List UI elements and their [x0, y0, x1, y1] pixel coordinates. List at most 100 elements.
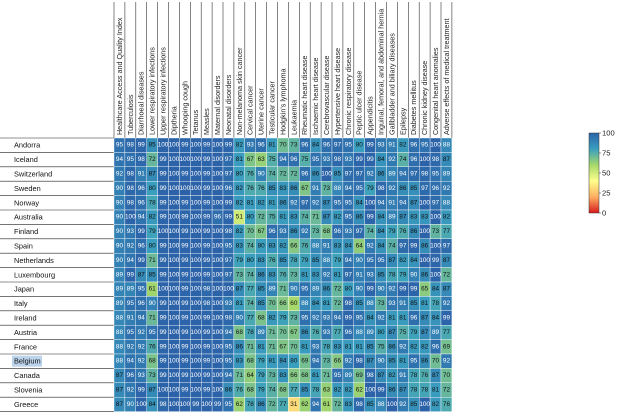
column-label-peptic-ulcer-disease: Peptic ulcer disease	[355, 71, 364, 135]
cell-value-label: 86	[312, 171, 320, 178]
cell-value-label: 87	[149, 171, 157, 178]
cell-value-label: 86	[356, 214, 364, 221]
cell-value-label: 100	[419, 257, 430, 264]
cell-value-label: 100	[190, 358, 201, 365]
cell-value-label: 100	[212, 315, 223, 322]
cell-value-label: 96	[410, 156, 418, 163]
cell-value-label: 94	[127, 358, 135, 365]
cell-value-label: 89	[345, 372, 353, 379]
cell-value-label: 74	[399, 156, 407, 163]
cell-value-label: 81	[399, 315, 407, 322]
cell-value-label: 91	[388, 142, 396, 149]
heatmap-cell	[440, 397, 453, 412]
cell-value-label: 98	[345, 300, 353, 307]
cell-value-label: 83	[290, 214, 298, 221]
cell-value-label: 97	[225, 257, 233, 264]
cell-value-label: 100	[136, 401, 147, 408]
cell-value-label: 81	[334, 271, 342, 278]
cell-value-label: 84	[345, 243, 353, 250]
cell-value-label: 81	[279, 214, 287, 221]
cell-value-label: 85	[334, 171, 342, 178]
cell-value-label: 89	[116, 300, 124, 307]
cell-value-label: 98	[127, 142, 135, 149]
cell-value-label: 65	[421, 286, 429, 293]
cell-value-label: 94	[377, 199, 385, 206]
heatmap-cells: 95 98 99 85 100 100 99 100 99 100 99 82 93 96 81 70 73 96…	[113, 137, 453, 412]
cell-value-label: 90	[377, 286, 385, 293]
cell-value-label: 100	[190, 199, 201, 206]
cell-value-label: 95	[225, 358, 233, 365]
cell-value-label: 51	[236, 214, 244, 221]
cell-value-label: 63	[323, 387, 331, 394]
cell-value-label: 73	[290, 271, 298, 278]
cell-value-label: 72	[149, 156, 157, 163]
cell-value-label: 100	[125, 214, 136, 221]
cell-value-label: 89	[268, 286, 276, 293]
cell-value-label: 99	[181, 387, 189, 394]
cell-value-label: 92	[312, 315, 320, 322]
cell-value-label: 97	[356, 228, 364, 235]
cell-value-label: 100	[419, 228, 430, 235]
cell-value-label: 80	[258, 243, 266, 250]
cell-value-label: 93	[225, 300, 233, 307]
cell-value-label: 100	[180, 156, 191, 163]
cell-value-label: 91	[399, 300, 407, 307]
cell-value-label: 76	[247, 171, 255, 178]
column-label-hypertensive-heart-disease: Hypertensive heart disease	[333, 48, 342, 135]
cell-value-label: 90	[236, 315, 244, 322]
cell-value-label: 92	[388, 185, 396, 192]
cell-value-label: 98	[367, 372, 375, 379]
cell-value-label: 74	[268, 387, 276, 394]
cell-value-label: 99	[377, 387, 385, 394]
cell-value-label: 99	[203, 142, 211, 149]
cell-value-label: 99	[203, 372, 211, 379]
colorbar-tick-label: 75	[602, 149, 610, 158]
cell-value-label: 81	[399, 358, 407, 365]
cell-value-label: 99	[138, 387, 146, 394]
column-label-maternal-disorders: Maternal disorders	[213, 75, 222, 135]
cell-value-label: 87	[116, 387, 124, 394]
cell-value-label: 83	[334, 343, 342, 350]
cell-value-label: 99	[159, 214, 167, 221]
cell-value-label: 100	[190, 271, 201, 278]
cell-value-label: 90	[116, 199, 124, 206]
cell-value-label: 95	[149, 329, 157, 336]
cell-value-label: 96	[138, 199, 146, 206]
cell-value-label: 100	[169, 343, 180, 350]
cell-value-label: 90	[127, 401, 135, 408]
column-label-uterine-cancer: Uterine cancer	[257, 88, 266, 135]
cell-value-label: 97	[410, 171, 418, 178]
cell-value-label: 99	[345, 315, 353, 322]
cell-value-label: 95	[116, 142, 124, 149]
cell-value-label: 100	[212, 372, 223, 379]
cell-value-label: 69	[443, 343, 451, 350]
cell-value-label: 78	[247, 329, 255, 336]
row-label-switzerland: Switzerland	[14, 170, 52, 179]
cell-value-label: 92	[443, 300, 451, 307]
cell-value-label: 68	[247, 358, 255, 365]
cell-value-label: 84	[377, 243, 385, 250]
cell-value-label: 88	[116, 329, 124, 336]
cell-value-label: 100	[190, 286, 201, 293]
cell-value-label: 85	[312, 257, 320, 264]
cell-value-label: 98	[127, 199, 135, 206]
cell-value-label: 99	[159, 243, 167, 250]
cell-value-label: 100	[419, 199, 430, 206]
cell-value-label: 96	[138, 243, 146, 250]
cell-value-label: 86	[225, 387, 233, 394]
cell-value-label: 97	[345, 171, 353, 178]
cell-value-label: 90	[356, 286, 364, 293]
cell-value-label: 80	[247, 257, 255, 264]
row-label-iceland: Iceland	[14, 155, 38, 164]
cell-value-label: 82	[421, 343, 429, 350]
cell-value-label: 81	[268, 358, 276, 365]
cell-value-label: 82	[258, 199, 266, 206]
cell-value-label: 100	[169, 329, 180, 336]
column-label-congenital-heart-anomalies: Congenital heart anomalies	[431, 47, 440, 135]
cell-value-label: 99	[225, 142, 233, 149]
cell-value-label: 90	[410, 271, 418, 278]
cell-value-label: 95	[138, 286, 146, 293]
cell-value-label: 85	[388, 358, 396, 365]
cell-value-label: 98	[203, 286, 211, 293]
column-label-neonatal-disorders: Neonatal disorders	[224, 74, 233, 135]
